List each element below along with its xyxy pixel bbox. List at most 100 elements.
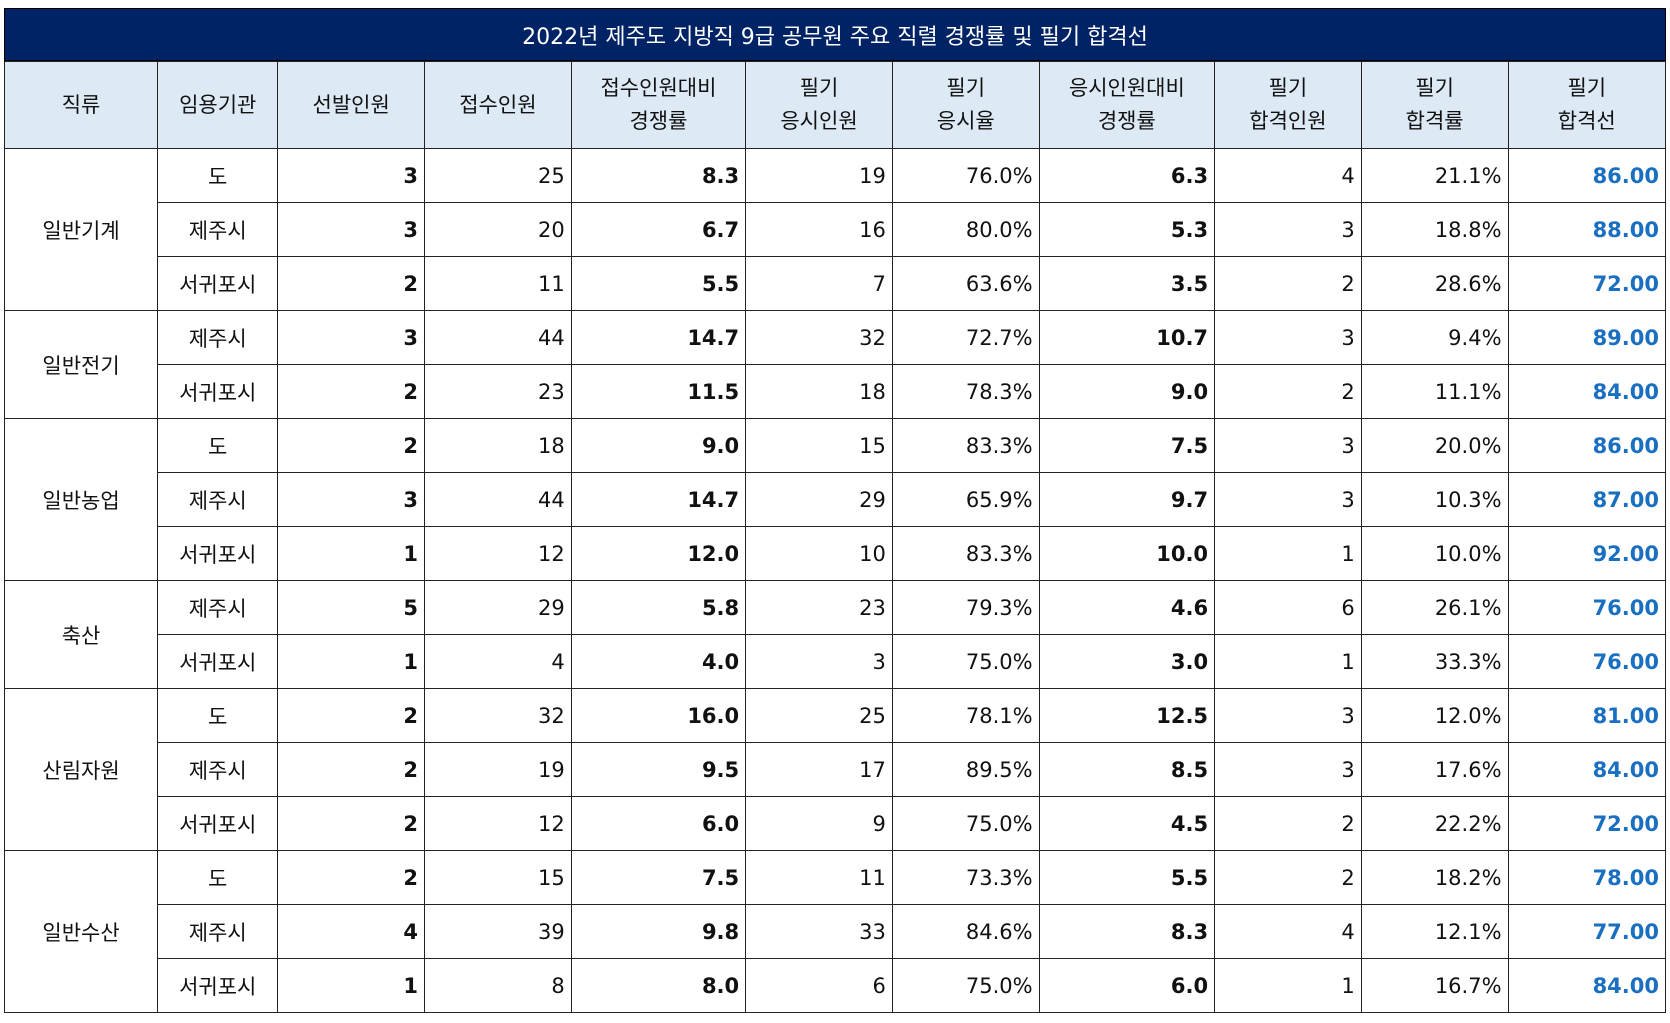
value-cell: 9.0 <box>1038 364 1216 419</box>
cutoff-cell: 72.00 <box>1507 256 1667 311</box>
table-row: 서귀포시 2 23 11.5 18 78.3% 9.0 2 11.1% 84.00 <box>5 364 1667 419</box>
value-cell: 44 <box>424 472 572 527</box>
value-cell: 5 <box>277 580 426 635</box>
column-header-line: 필기 <box>946 76 986 100</box>
value-cell: 8.3 <box>570 148 747 203</box>
table-row: 서귀포시 1 12 12.0 10 83.3% 10.0 1 10.0% 92.00 <box>5 526 1667 581</box>
table-row: 일반농업 도 2 18 9.0 15 83.3% 7.5 3 20.0% 86.00 <box>3 418 1667 581</box>
value-cell: 19 <box>424 742 572 797</box>
column-header-line: 선발인원 <box>312 92 390 117</box>
column-header-line: 응시율 <box>936 109 995 133</box>
cutoff-cell: 78.00 <box>1507 850 1667 905</box>
cutoff-cell: 84.00 <box>1507 958 1667 1013</box>
agency-cell: 제주시 <box>157 202 279 257</box>
column-header-line: 필기 <box>1268 76 1308 100</box>
column-header: 임용기관 <box>157 61 279 149</box>
value-cell: 65.9% <box>891 472 1040 527</box>
value-cell: 32 <box>745 310 893 365</box>
column-header: 선발인원 <box>277 61 426 149</box>
value-cell: 75.0% <box>891 634 1040 689</box>
agency-cell: 도 <box>157 148 279 203</box>
value-cell: 2 <box>1214 850 1362 905</box>
value-cell: 78.3% <box>891 364 1040 419</box>
table-row: 일반전기 제주시 3 44 14.7 32 72.7% 10.7 3 9.4% 89.00 <box>3 310 1667 419</box>
value-cell: 10.7 <box>1038 310 1216 365</box>
value-cell: 12 <box>424 796 572 851</box>
agency-cell: 서귀포시 <box>157 364 279 419</box>
value-cell: 2 <box>1214 796 1362 851</box>
value-cell: 33.3% <box>1360 634 1509 689</box>
value-cell: 2 <box>277 688 426 743</box>
value-cell: 2 <box>277 364 426 419</box>
value-cell: 11 <box>745 850 893 905</box>
value-cell: 29 <box>424 580 572 635</box>
value-cell: 32 <box>424 688 572 743</box>
value-cell: 4.5 <box>1038 796 1216 851</box>
value-cell: 26.1% <box>1360 580 1509 635</box>
value-cell: 18 <box>424 418 572 473</box>
value-cell: 3 <box>277 202 426 257</box>
value-cell: 10 <box>745 526 893 581</box>
value-cell: 3 <box>277 310 426 365</box>
cutoff-cell: 86.00 <box>1507 148 1667 203</box>
value-cell: 15 <box>424 850 572 905</box>
value-cell: 11.5 <box>570 364 747 419</box>
value-cell: 4 <box>1214 148 1362 203</box>
value-cell: 2 <box>277 256 426 311</box>
agency-cell: 도 <box>157 688 279 743</box>
agency-cell: 제주시 <box>157 310 279 365</box>
value-cell: 6 <box>745 958 893 1013</box>
value-cell: 18 <box>745 364 893 419</box>
value-cell: 8.5 <box>1038 742 1216 797</box>
value-cell: 7.5 <box>570 850 747 905</box>
value-cell: 10.0% <box>1360 526 1509 581</box>
value-cell: 75.0% <box>891 958 1040 1013</box>
column-header: 필기 합격률 <box>1360 61 1509 149</box>
value-cell: 3 <box>1214 688 1362 743</box>
value-cell: 6.3 <box>1038 148 1216 203</box>
column-header: 필기 응시인원 <box>745 61 893 149</box>
column-header-line: 필기 <box>1567 76 1607 100</box>
value-cell: 73.3% <box>891 850 1040 905</box>
cutoff-cell: 76.00 <box>1507 634 1667 689</box>
value-cell: 20.0% <box>1360 418 1509 473</box>
value-cell: 22.2% <box>1360 796 1509 851</box>
table-body: 일반기계 도 3 25 8.3 19 76.0% 6.3 4 21.1% 86.00 제주시 3 20 6.… <box>3 148 1667 1013</box>
table-row: 일반수산 도 2 15 7.5 11 73.3% 5.5 2 18.2% 78.00 <box>3 850 1667 1013</box>
value-cell: 8.0 <box>570 958 747 1013</box>
cutoff-cell: 76.00 <box>1507 580 1667 635</box>
table-title: 2022년 제주도 지방직 9급 공무원 주요 직렬 경쟁률 및 필기 합격선 <box>4 8 1666 61</box>
value-cell: 4.6 <box>1038 580 1216 635</box>
value-cell: 12.1% <box>1360 904 1509 959</box>
value-cell: 5.3 <box>1038 202 1216 257</box>
agency-cell: 서귀포시 <box>157 256 279 311</box>
category-cell: 일반전기 <box>3 310 159 419</box>
column-header-line: 경쟁률 <box>629 109 688 133</box>
value-cell: 8 <box>424 958 572 1013</box>
value-cell: 1 <box>277 958 426 1013</box>
value-cell: 5.5 <box>1038 850 1216 905</box>
value-cell: 78.1% <box>891 688 1040 743</box>
value-cell: 2 <box>1214 256 1362 311</box>
column-header-line: 직류 <box>61 92 101 117</box>
value-cell: 2 <box>1214 364 1362 419</box>
value-cell: 83.3% <box>891 526 1040 581</box>
value-cell: 9.5 <box>570 742 747 797</box>
agency-cell: 도 <box>157 850 279 905</box>
table-row: 제주시 4 39 9.8 33 84.6% 8.3 4 12.1% 77.00 <box>5 904 1667 959</box>
value-cell: 16.0 <box>570 688 747 743</box>
value-cell: 6 <box>1214 580 1362 635</box>
column-header-line: 합격인원 <box>1249 109 1327 133</box>
cutoff-cell: 92.00 <box>1507 526 1667 581</box>
value-cell: 2 <box>277 850 426 905</box>
value-cell: 25 <box>745 688 893 743</box>
value-cell: 3.5 <box>1038 256 1216 311</box>
header-row: 직류 임용기관 선발인원 접수인원 접수인원대비 경쟁률 필기 응시인원 필기 응시율 응시인원대비… <box>3 61 1667 149</box>
cutoff-cell: 81.00 <box>1507 688 1667 743</box>
column-header-line: 경쟁률 <box>1097 109 1156 133</box>
category-cell: 축산 <box>3 580 159 689</box>
column-header-line: 합격선 <box>1557 109 1616 133</box>
table-row: 서귀포시 1 4 4.0 3 75.0% 3.0 1 33.3% 76.00 <box>5 634 1667 689</box>
